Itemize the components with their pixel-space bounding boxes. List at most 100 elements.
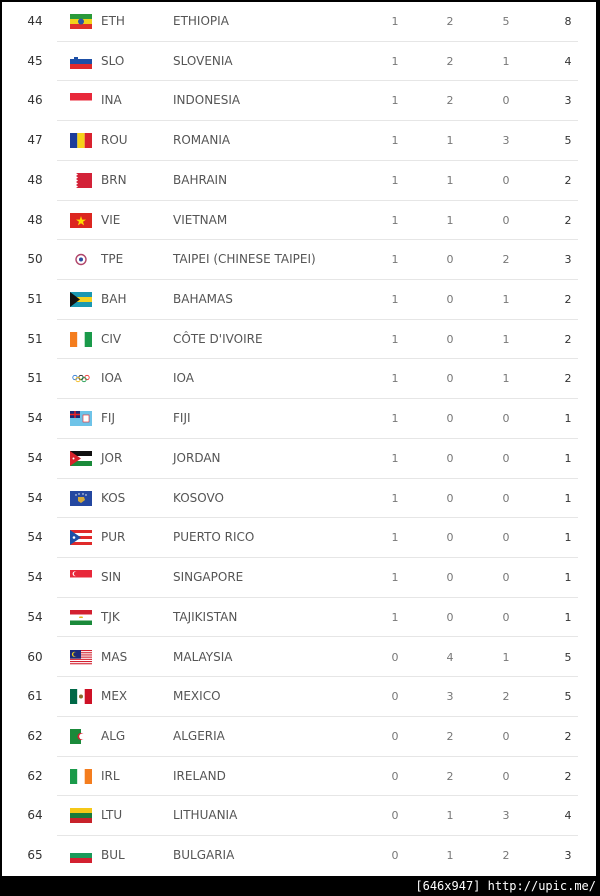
country-name[interactable]: MALAYSIA <box>173 649 233 664</box>
silver-count: 2 <box>446 54 454 68</box>
country-code: PUR <box>101 530 126 545</box>
country-name[interactable]: TAJIKISTAN <box>173 609 238 624</box>
gold-count: 1 <box>391 491 399 505</box>
table-row[interactable]: 44 ETH ETHIOPIA 1 2 5 8 <box>2 2 596 42</box>
country-name[interactable]: BAHAMAS <box>173 292 233 307</box>
country-code: KOS <box>101 490 126 505</box>
image-host-watermark: [646x947] http://upic.me/ <box>415 879 596 893</box>
table-row[interactable]: 51 BAH BAHAMAS 1 0 1 2 <box>2 280 596 320</box>
rank: 48 <box>27 172 43 187</box>
table-row[interactable]: 45 SLO SLOVENIA 1 2 1 4 <box>2 42 596 82</box>
country-code: ETH <box>101 14 125 28</box>
row-divider <box>57 715 578 717</box>
country-name[interactable]: SLOVENIA <box>173 53 233 68</box>
row-divider <box>57 557 578 559</box>
gold-count: 0 <box>391 729 399 743</box>
country-name[interactable]: MEXICO <box>173 689 221 704</box>
silver-count: 1 <box>446 173 454 187</box>
total-count: 3 <box>564 849 572 863</box>
country-code: SLO <box>101 53 125 68</box>
silver-count: 0 <box>446 293 454 307</box>
row-divider <box>57 755 578 757</box>
total-count: 2 <box>564 213 572 227</box>
silver-count: 0 <box>446 451 454 465</box>
country-name[interactable]: VIETNAM <box>173 212 228 227</box>
table-row[interactable]: 54 SIN SINGAPORE 1 0 0 1 <box>2 558 596 598</box>
gold-count: 1 <box>391 54 399 68</box>
table-row[interactable]: 48 VIE VIETNAM 1 1 0 2 <box>2 201 596 241</box>
country-name[interactable]: BAHRAIN <box>173 172 228 187</box>
table-row[interactable]: 54 JOR JORDAN 1 0 0 1 <box>2 439 596 479</box>
table-row[interactable]: 48 BRN BAHRAIN 1 1 0 2 <box>2 161 596 201</box>
country-name[interactable]: SINGAPORE <box>173 570 244 585</box>
total-count: 5 <box>564 650 572 664</box>
bronze-count: 5 <box>502 15 510 28</box>
country-name[interactable]: CÔTE D'IVOIRE <box>173 331 263 346</box>
country-name[interactable]: IRELAND <box>173 768 226 783</box>
table-row[interactable]: 62 IRL IRELAND 0 2 0 2 <box>2 757 596 797</box>
rank: 46 <box>27 93 43 108</box>
rank: 60 <box>27 649 43 664</box>
country-code: INA <box>101 93 122 108</box>
total-count: 2 <box>564 293 572 307</box>
bronze-count: 0 <box>502 412 510 426</box>
table-row[interactable]: 47 ROU ROMANIA 1 1 3 5 <box>2 121 596 161</box>
table-row[interactable]: 65 BUL BULGARIA 0 1 2 3 <box>2 836 596 876</box>
country-name[interactable]: PUERTO RICO <box>173 530 255 545</box>
total-count: 4 <box>564 54 572 68</box>
gold-count: 1 <box>391 15 399 28</box>
table-row[interactable]: 54 KOS KOSOVO 1 0 0 1 <box>2 479 596 519</box>
country-name[interactable]: INDONESIA <box>173 93 241 108</box>
row-divider <box>57 318 578 320</box>
gold-count: 1 <box>391 531 399 545</box>
country-name[interactable]: FIJI <box>173 411 191 426</box>
table-row[interactable]: 61 MEX MEXICO 0 3 2 5 <box>2 677 596 717</box>
country-code: VIE <box>101 212 121 227</box>
bronze-count: 0 <box>502 94 510 108</box>
bronze-count: 1 <box>502 372 510 386</box>
country-name[interactable]: IOA <box>173 371 194 386</box>
gold-count: 1 <box>391 412 399 426</box>
algeria-flag-icon <box>70 728 92 744</box>
country-code: TPE <box>101 252 124 267</box>
country-name[interactable]: ROMANIA <box>173 133 231 148</box>
rank: 45 <box>27 53 43 68</box>
gold-count: 1 <box>391 332 399 346</box>
table-row[interactable]: 60 MAS MALAYSIA 0 4 1 5 <box>2 638 596 678</box>
country-name[interactable]: KOSOVO <box>173 490 224 505</box>
total-count: 4 <box>564 809 572 823</box>
silver-count: 2 <box>446 94 454 108</box>
table-row[interactable]: 51 IOA IOA 1 0 1 2 <box>2 359 596 400</box>
rank: 61 <box>27 689 43 704</box>
malaysia-flag-icon <box>70 649 92 665</box>
row-divider <box>57 199 578 201</box>
vietnam-flag-icon <box>70 212 92 228</box>
gold-count: 1 <box>391 134 399 148</box>
table-row[interactable]: 54 PUR PUERTO RICO 1 0 0 1 <box>2 518 596 559</box>
table-row[interactable]: 51 CIV CÔTE D'IVOIRE 1 0 1 2 <box>2 320 596 360</box>
table-row[interactable]: 62 ALG ALGERIA 0 2 0 2 <box>2 717 596 757</box>
indonesia-flag-icon <box>70 93 92 109</box>
country-code: IOA <box>101 371 122 386</box>
gold-count: 0 <box>391 690 399 704</box>
table-row[interactable]: 46 INA INDONESIA 1 2 0 3 <box>2 81 596 122</box>
table-row[interactable]: 50 TPE TAIPEI (CHINESE TAIPEI) 1 0 2 3 <box>2 240 596 280</box>
country-code: IRL <box>101 768 120 783</box>
country-code: CIV <box>101 331 122 346</box>
mexico-flag-icon <box>70 689 92 705</box>
table-row[interactable]: 64 LTU LITHUANIA 0 1 3 4 <box>2 796 596 837</box>
silver-count: 0 <box>446 531 454 545</box>
fiji-flag-icon <box>70 411 92 427</box>
country-name[interactable]: BULGARIA <box>173 848 235 863</box>
table-row[interactable]: 54 FIJ FIJI 1 0 0 1 <box>2 399 596 439</box>
country-name[interactable]: ETHIOPIA <box>173 14 229 28</box>
country-name[interactable]: ALGERIA <box>173 728 225 743</box>
rank: 54 <box>27 530 43 545</box>
gold-count: 0 <box>391 809 399 823</box>
silver-count: 3 <box>446 690 454 704</box>
silver-count: 2 <box>446 15 454 28</box>
country-name[interactable]: LITHUANIA <box>173 808 238 823</box>
country-name[interactable]: JORDAN <box>173 450 221 465</box>
country-name[interactable]: TAIPEI (CHINESE TAIPEI) <box>173 252 316 267</box>
table-row[interactable]: 54 TJK TAJIKISTAN 1 0 0 1 <box>2 598 596 638</box>
